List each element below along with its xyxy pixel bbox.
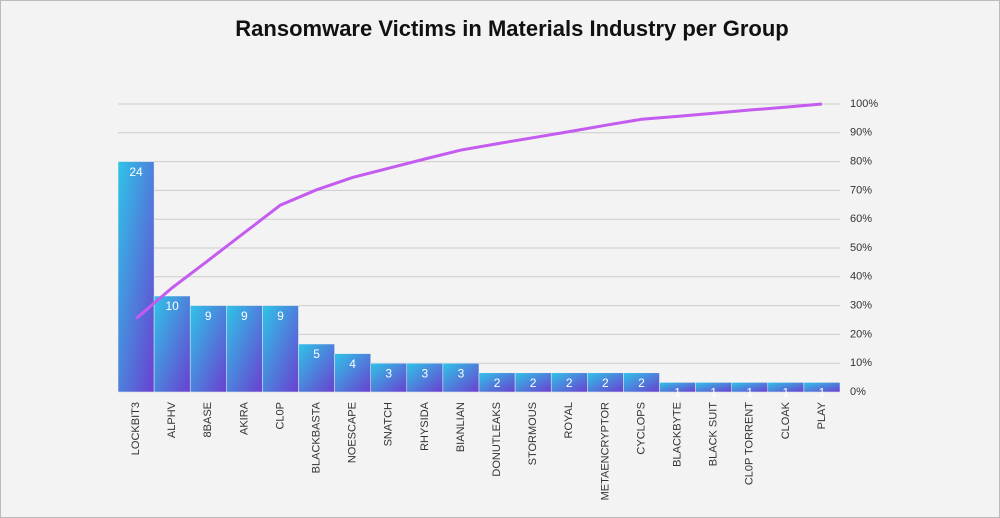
x-tick-label: BLACK SUIT (708, 402, 720, 466)
x-tick-label: STORMOUS (527, 402, 539, 465)
bar (298, 343, 335, 393)
y2-tick-label: 50% (850, 242, 872, 254)
cumulative-line (135, 102, 823, 320)
value-label: 1 (674, 386, 681, 400)
x-tick-label: 8BASE (202, 402, 214, 437)
bar (117, 161, 155, 393)
x-tick-label: SNATCH (383, 402, 395, 446)
y2-tick-label: 40% (850, 271, 872, 283)
x-tick-label: AKIRA (238, 401, 250, 435)
value-label: 2 (494, 376, 501, 390)
y2-tick-label: 0% (850, 386, 866, 398)
x-tick-label: CLOAK (780, 401, 792, 439)
value-label: 2 (602, 376, 609, 390)
bar (406, 362, 444, 393)
value-label: 2 (566, 376, 573, 390)
x-tick-label: ALPHV (166, 401, 178, 438)
x-tick-label: LOCKBIT3 (130, 402, 142, 455)
x-tick-label: CL0P (274, 402, 286, 430)
value-label: 9 (205, 309, 212, 323)
value-label: 1 (746, 386, 753, 400)
value-label: 2 (638, 376, 645, 390)
y2-tick-label: 70% (850, 184, 872, 196)
x-tick-label: NOESCAPE (347, 402, 359, 463)
bar (442, 362, 480, 393)
x-tick-label: ROYAL (563, 402, 575, 438)
x-tick-label: DONUTLEAKS (491, 402, 503, 477)
value-label: 5 (313, 347, 320, 361)
x-tick-label: BLACKBASTA (310, 401, 322, 473)
y2-tick-label: 80% (850, 156, 872, 168)
x-tick-label: CL0P TORRENT (744, 402, 756, 485)
x-tick-label: BIANLIAN (455, 402, 467, 452)
y2-tick-label: 30% (850, 300, 872, 312)
value-label: 2 (530, 376, 537, 390)
value-label: 24 (129, 165, 143, 179)
y2-tick-label: 10% (850, 357, 872, 369)
bar (334, 353, 371, 393)
value-label: 1 (783, 386, 790, 400)
bar (226, 305, 263, 393)
x-tick-label: METAENCRYPTOR (599, 402, 611, 500)
x-tick-label: BLACKBYTE (671, 402, 683, 467)
x-tick-label: RHYSIDA (419, 401, 431, 451)
value-label: 3 (422, 366, 429, 380)
y2-tick-label: 20% (850, 328, 872, 340)
value-label: 9 (277, 309, 284, 323)
y2-tick-label: 90% (850, 127, 872, 139)
bar (189, 305, 227, 393)
bar (803, 382, 841, 393)
value-label: 9 (241, 309, 248, 323)
value-label: 10 (165, 299, 179, 313)
chart-title: Ransomware Victims in Materials Industry… (235, 16, 788, 41)
y2-tick-label: 100% (850, 98, 878, 110)
value-label: 3 (385, 366, 392, 380)
value-label: 4 (349, 357, 356, 371)
value-label: 1 (819, 386, 826, 400)
x-tick-label: CYCLOPS (635, 402, 647, 455)
bar (262, 305, 299, 393)
bar (153, 295, 191, 393)
value-label: 1 (710, 386, 717, 400)
value-label: 3 (458, 366, 465, 380)
x-tick-label: PLAY (816, 401, 828, 429)
y2-tick-label: 60% (850, 213, 872, 225)
